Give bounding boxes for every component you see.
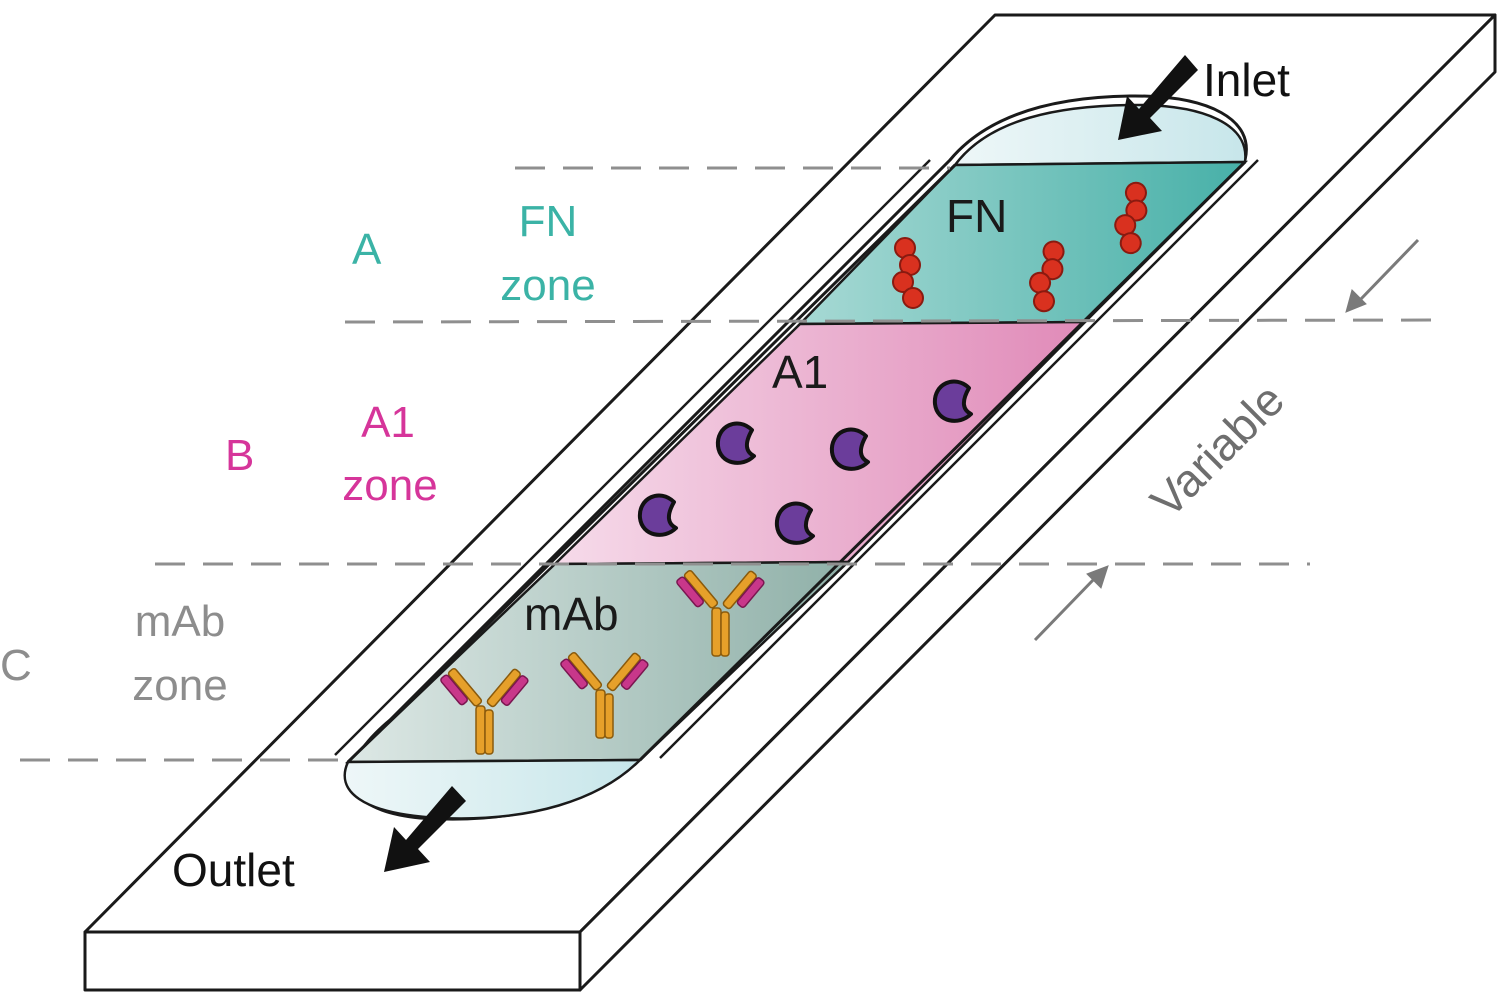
cell-icon	[715, 421, 756, 465]
inner-label-fn: FN	[946, 190, 1007, 242]
zone-c-annotation: C mAb zone	[0, 597, 228, 710]
variable-arrows	[1033, 238, 1420, 642]
inlet-label: Inlet	[1203, 54, 1290, 106]
inner-label-a1: A1	[772, 346, 828, 398]
zone-word-b: zone	[342, 461, 437, 510]
zone-word-a: zone	[500, 261, 595, 310]
zone-word-c: zone	[132, 661, 227, 710]
zone-letter-a: A	[352, 225, 382, 274]
zone-b-annotation: B A1 zone	[225, 398, 438, 510]
cell-icon	[932, 379, 973, 423]
zone-letter-c: C	[0, 641, 32, 690]
outlet-chamber	[343, 758, 644, 820]
zone-name-mab: mAb	[135, 597, 225, 646]
zone-name-fn: FN	[519, 197, 578, 246]
outlet-label: Outlet	[172, 844, 295, 896]
cell-icon	[637, 493, 678, 537]
zone-guide-lines	[20, 166, 1441, 762]
zone-a-annotation: A FN zone	[352, 197, 596, 310]
inner-label-mab: mAb	[524, 588, 619, 640]
cell-icon	[774, 501, 815, 545]
flow-arrow-icon	[384, 55, 1198, 872]
zone-letter-b: B	[225, 431, 254, 480]
cell-icon	[829, 427, 870, 471]
zone-name-a1: A1	[361, 398, 415, 447]
